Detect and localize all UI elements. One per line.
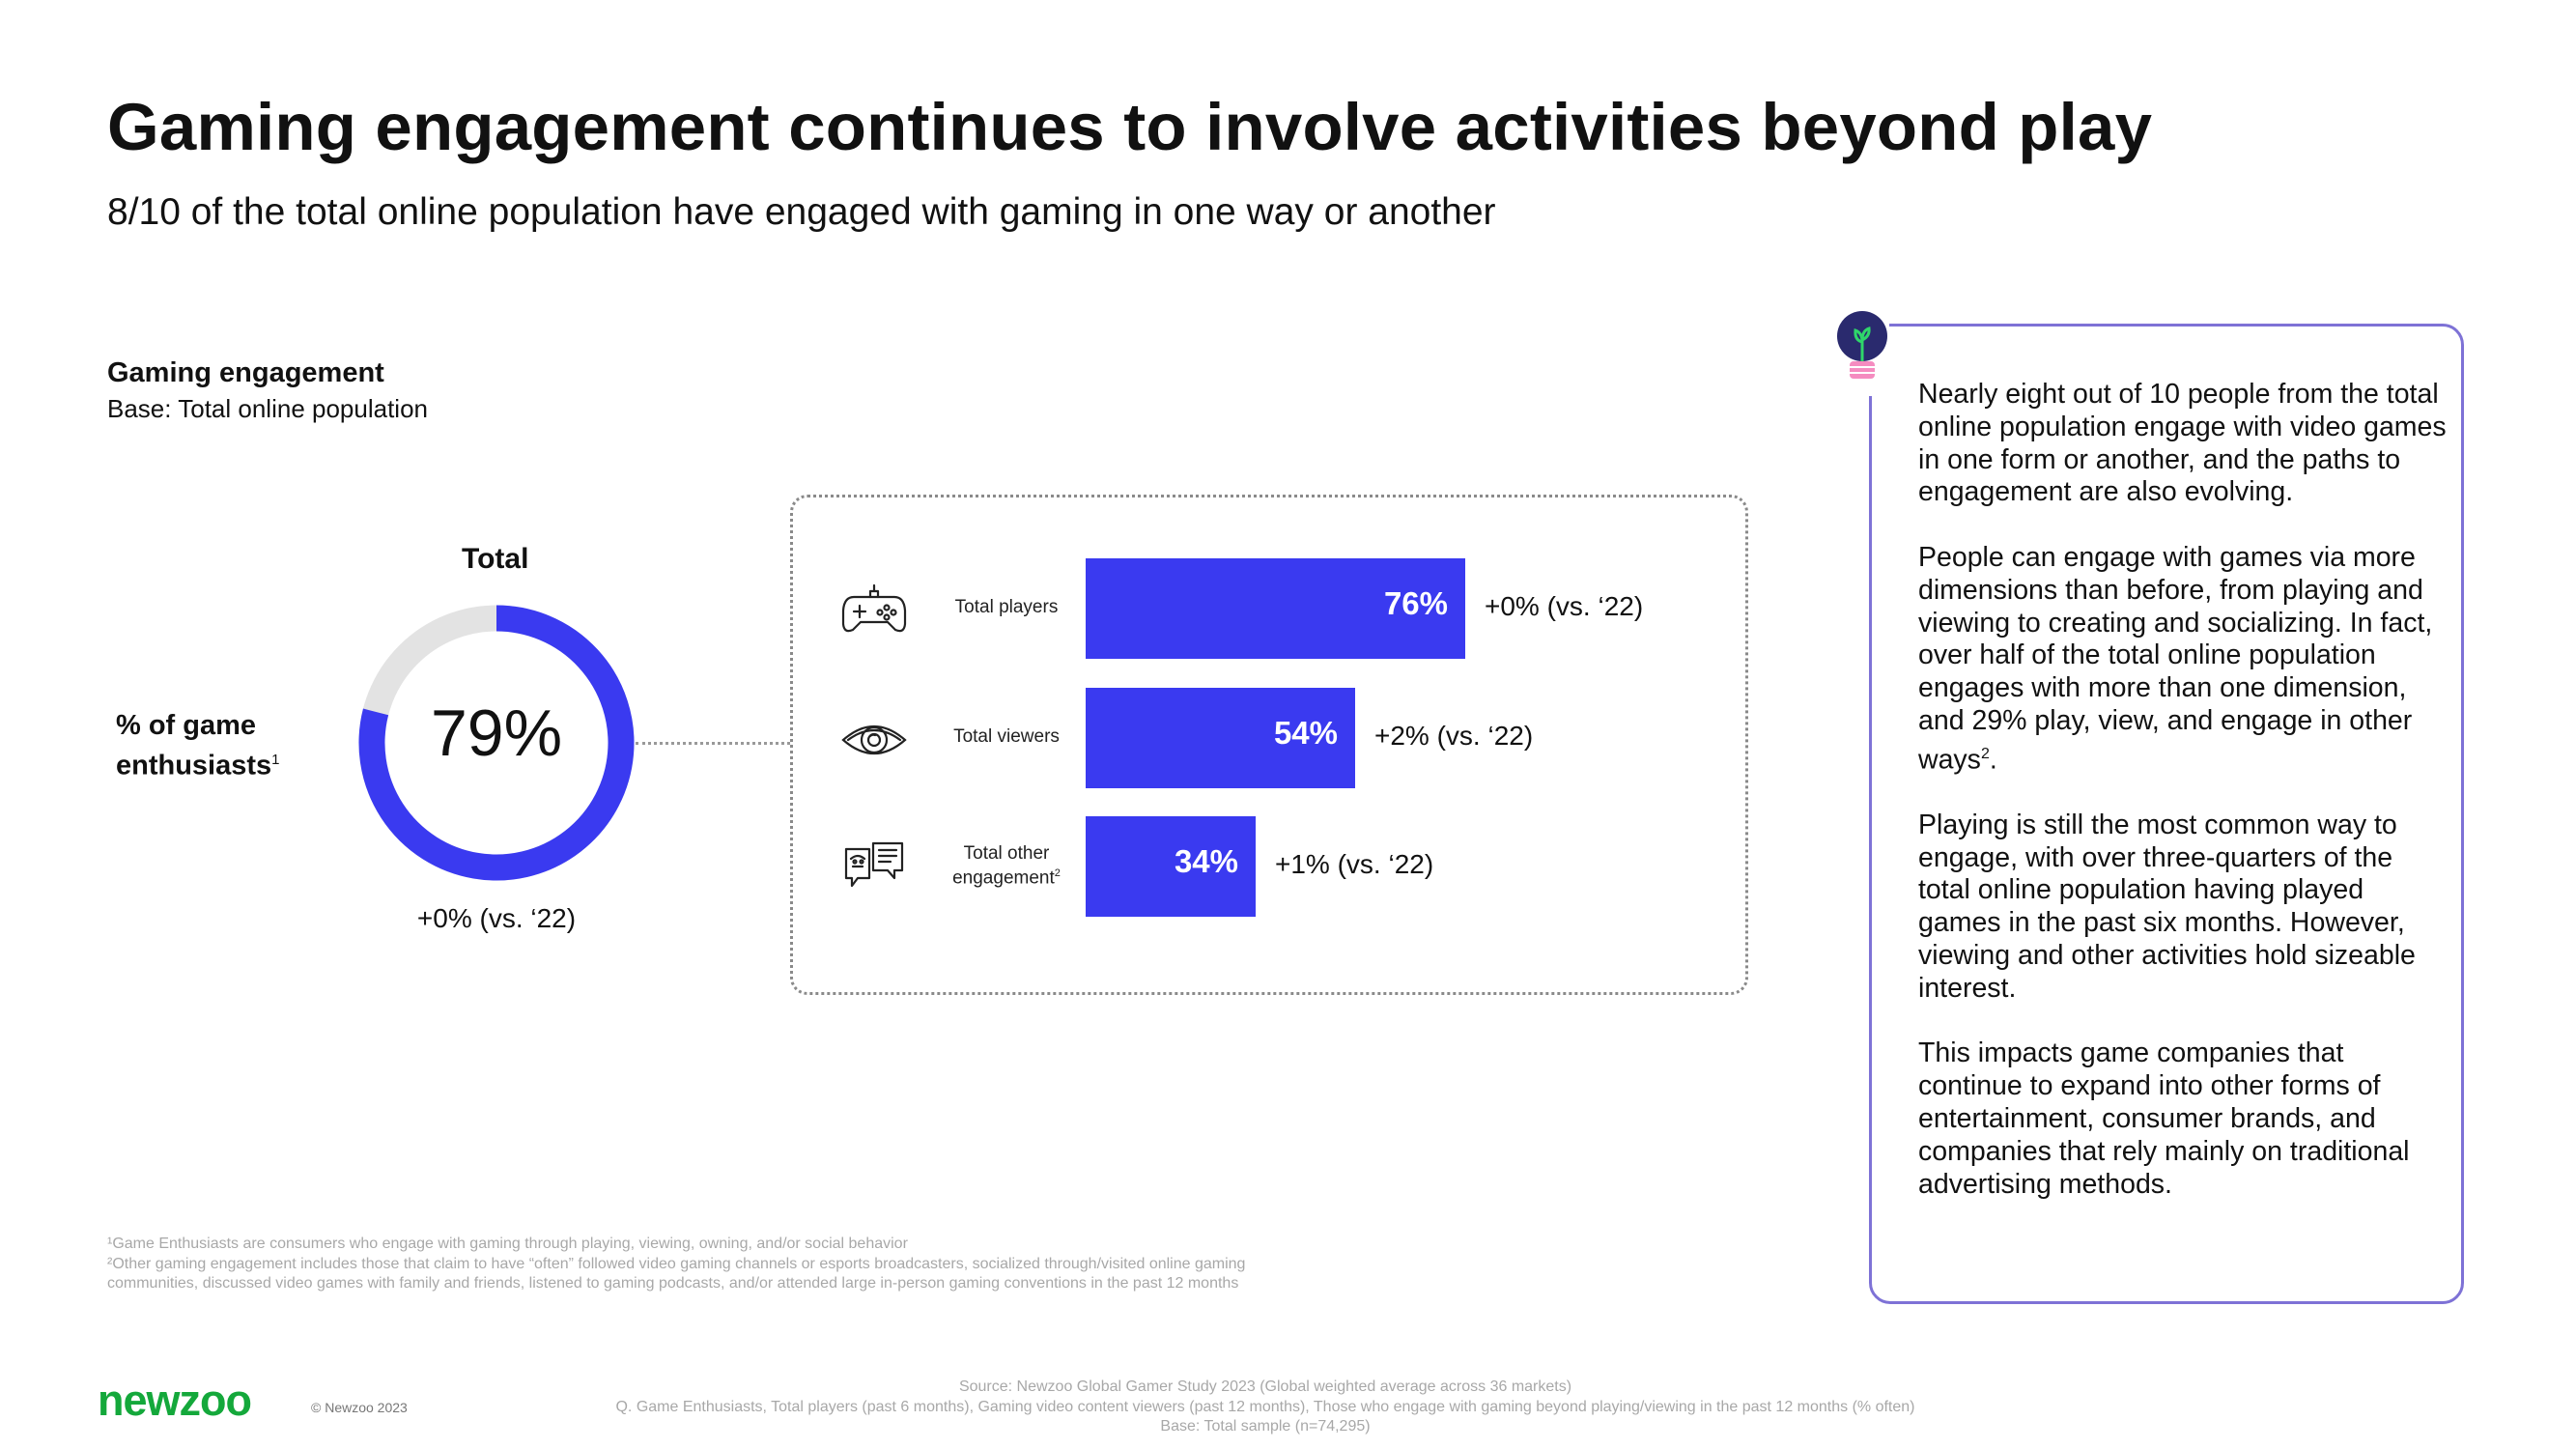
insight-paragraph-2: People can engage with games via more di… [1918, 542, 2448, 777]
bar-viewers [1086, 688, 1355, 788]
insight-paragraph-2-text: People can engage with games via more di… [1918, 541, 2433, 776]
enthusiasts-label: % of game enthusiasts1 [116, 708, 280, 783]
insight-paragraph-3: Playing is still the most common way to … [1918, 809, 2416, 1004]
footnote-1: ¹Game Enthusiasts are consumers who enga… [107, 1236, 908, 1252]
insight-paragraph-1: Nearly eight out of 10 people from the t… [1918, 379, 2447, 508]
source-line-3: Base: Total sample (n=74,295) [1160, 1418, 1371, 1435]
bar-change-other: +1% (vs. ‘22) [1275, 849, 1434, 879]
bar-value-viewers: 54% [1273, 715, 1338, 751]
page-subtitle: 8/10 of the total online population have… [107, 191, 1496, 233]
bar-other [1086, 816, 1256, 917]
insight-footnote-mark: 2 [1980, 745, 1990, 762]
bar-value-players: 76% [1383, 585, 1448, 621]
bar-chart: Total players 76% +0% (vs. ‘22) Total vi… [790, 495, 1748, 995]
donut-value-arc [358, 605, 635, 881]
enthusiasts-label-line1: % of game [116, 710, 257, 741]
source-note: Source: Newzoo Global Gamer Study 2023 (… [580, 1378, 1951, 1437]
bar-label-players: Total players [954, 597, 1059, 617]
bar-label-other-footnote-mark: 2 [1054, 867, 1061, 879]
insight-paragraph-4: This impacts game companies that continu… [1918, 1037, 2410, 1200]
bar-label-viewers: Total viewers [953, 726, 1060, 747]
footnotes: ¹Game Enthusiasts are consumers who enga… [107, 1235, 1508, 1294]
donut-chart [358, 605, 635, 881]
bars-panel [790, 495, 1748, 995]
chat-icon [840, 838, 908, 899]
page-title: Gaming engagement continues to involve a… [107, 90, 2153, 164]
insight-paragraph-2-end: . [1989, 744, 1997, 776]
copyright: © Newzoo 2023 [311, 1400, 408, 1415]
newzoo-logo: newzoo [98, 1376, 252, 1425]
source-line-1: Source: Newzoo Global Gamer Study 2023 (… [958, 1378, 1572, 1395]
bar-change-players: +0% (vs. ‘22) [1485, 591, 1644, 621]
donut-title: Total [462, 543, 529, 575]
bar-row-other: Total other engagement2 34% +1% (vs. ‘22… [790, 816, 1748, 917]
bar-label-other-text: Total other engagement [952, 843, 1055, 889]
section-base: Base: Total online population [107, 394, 428, 423]
enthusiasts-footnote-mark: 1 [271, 752, 280, 768]
source-line-2: Q. Game Enthusiasts, Total players (past… [615, 1398, 1915, 1415]
insight-text: Nearly eight out of 10 people from the t… [1918, 379, 2448, 1234]
bar-row-players: Total players 76% +0% (vs. ‘22) [790, 558, 1748, 659]
gamepad-icon [840, 580, 908, 641]
bar-players [1086, 558, 1465, 659]
bar-row-viewers: Total viewers 54% +2% (vs. ‘22) [790, 688, 1748, 788]
enthusiasts-label-line2: enthusiasts [116, 750, 272, 781]
footnote-2-line2: communities, discussed video games with … [107, 1275, 1239, 1292]
bar-label-other: Total other engagement2 [916, 843, 1097, 888]
insight-panel [1869, 324, 2464, 1304]
donut-value: 79% [430, 696, 563, 770]
footnote-2-line1: ²Other gaming engagement includes those … [107, 1255, 1246, 1272]
connector-line [636, 742, 790, 745]
eye-icon [840, 709, 908, 771]
bar-value-other: 34% [1174, 843, 1238, 879]
bar-change-viewers: +2% (vs. ‘22) [1374, 721, 1534, 751]
section-title: Gaming engagement [107, 357, 384, 388]
lightbulb-icon [1835, 307, 1889, 396]
donut-change: +0% (vs. ‘22) [416, 903, 577, 933]
